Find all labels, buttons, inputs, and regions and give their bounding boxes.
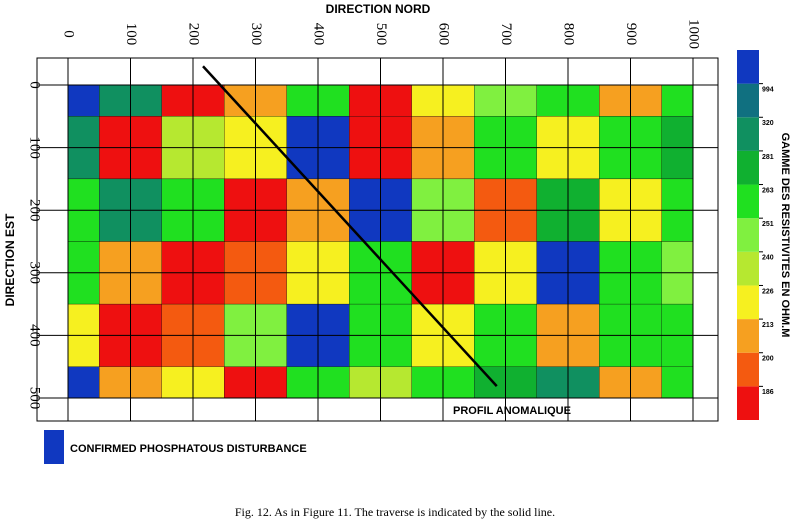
- colorbar-swatch: [737, 285, 759, 320]
- colorbar-title: GAMME DES RESISTIVITES EN OHM.M: [779, 133, 790, 338]
- traverse-line: [202, 65, 498, 387]
- y-tick-label: 400: [27, 324, 43, 347]
- y-axis-title: DIRECTION EST: [3, 213, 17, 306]
- colorbar-label: 320: [762, 120, 774, 127]
- y-tick-label: 0: [27, 81, 43, 89]
- colorbar-label: 200: [762, 356, 774, 363]
- x-tick-label: 500: [373, 23, 389, 46]
- colorbar-swatch: [737, 50, 759, 84]
- x-tick-label: 1000: [686, 19, 702, 49]
- x-tick-label: 200: [186, 23, 202, 46]
- colorbar-swatch: [737, 117, 759, 151]
- x-tick-label: 600: [436, 23, 452, 46]
- x-tick-label: 300: [248, 23, 264, 46]
- colorbar-swatch: [737, 251, 759, 286]
- colorbar-label: 213: [762, 322, 774, 329]
- colorbar-label: 263: [762, 187, 774, 194]
- colorbar-label: 226: [762, 288, 774, 295]
- y-tick-label: 300: [27, 262, 43, 285]
- x-tick-label: 800: [561, 23, 577, 46]
- colorbar-swatch: [737, 319, 759, 353]
- legend-label: CONFIRMED PHOSPHATOUS DISTURBANCE: [70, 443, 307, 455]
- cell: [68, 85, 100, 117]
- x-tick-label: 100: [123, 23, 139, 46]
- x-tick-label: 700: [498, 23, 514, 46]
- legend-swatch: [44, 430, 64, 464]
- colorbar-label: 186: [762, 389, 774, 396]
- colorbar-swatch: [737, 150, 759, 185]
- colorbar-label: 251: [762, 221, 774, 228]
- y-tick-label: 100: [27, 136, 43, 159]
- y-tick-label: 200: [27, 199, 43, 222]
- colorbar-swatch: [737, 83, 759, 118]
- colorbar-label: 994: [762, 86, 774, 93]
- grid: [36, 57, 719, 422]
- cell: [68, 366, 100, 398]
- cell: [661, 85, 693, 117]
- colorbar-label: 240: [762, 255, 774, 262]
- x-tick-label: 0: [61, 30, 77, 38]
- y-tick-label: 500: [27, 387, 43, 410]
- x-tick-label: 400: [311, 23, 327, 46]
- x-axis-title: DIRECTION NORD: [326, 2, 431, 16]
- colorbar-label: 281: [762, 154, 774, 161]
- colorbar-swatch: [737, 184, 759, 219]
- cell: [661, 366, 693, 398]
- colorbar-swatch: [737, 386, 759, 420]
- caption: Fig. 12. As in Figure 11. The traverse i…: [235, 505, 555, 519]
- traverse-label: PROFIL ANOMALIQUE: [453, 405, 571, 417]
- plot-frame: [36, 57, 719, 422]
- x-tick-label: 900: [623, 23, 639, 46]
- colorbar-swatch: [737, 218, 759, 252]
- colorbar-swatch: [737, 352, 759, 387]
